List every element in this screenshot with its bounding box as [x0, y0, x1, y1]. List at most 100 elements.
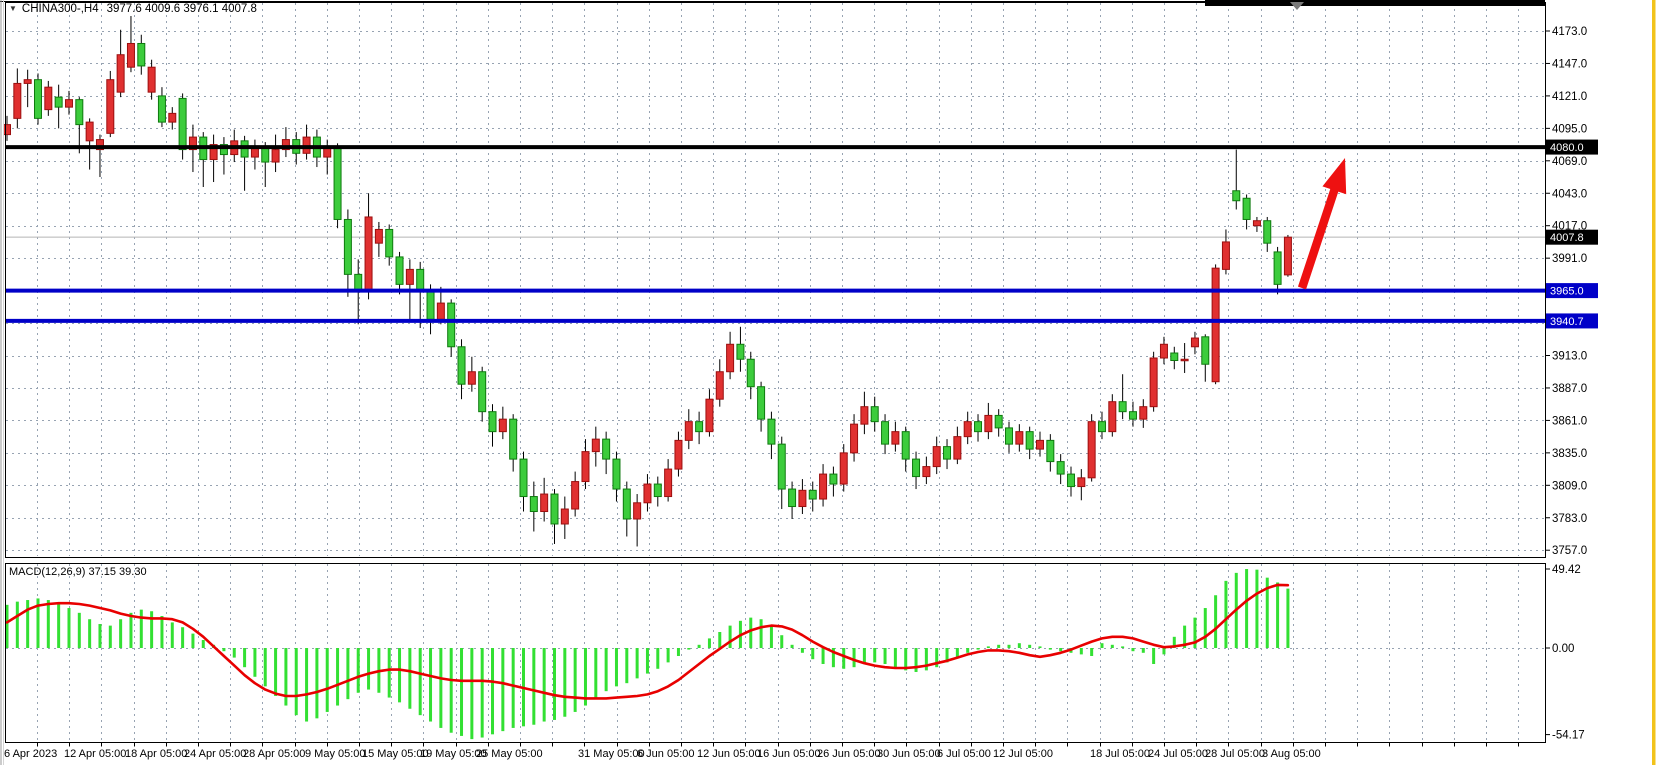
candle-down — [1170, 352, 1179, 361]
price-badge-label: 4007.8 — [1550, 232, 1584, 244]
candle-down — [1232, 190, 1241, 202]
candle-up — [819, 473, 828, 500]
macd-bar — [480, 648, 484, 738]
macd-bar — [769, 625, 773, 648]
chart-shift-marker[interactable] — [1290, 2, 1304, 10]
candle-down — [1056, 461, 1065, 475]
candle-down — [385, 228, 394, 258]
candle-up — [1139, 406, 1148, 420]
trend-arrow[interactable] — [1297, 158, 1347, 290]
time-tick-label: 9 May 05:00 — [305, 748, 366, 760]
candle-down — [974, 421, 983, 433]
time-tick-label: 12 Apr 05:00 — [64, 748, 126, 760]
candle-down — [994, 414, 1003, 429]
time-tick-label: 15 May 05:00 — [362, 748, 429, 760]
macd-bar — [883, 648, 887, 664]
symbol-period-label: CHINA300-,H4 — [21, 3, 99, 15]
macd-bar — [718, 632, 722, 648]
candle-up — [3, 124, 11, 136]
macd-bar — [46, 600, 50, 648]
price-tick-label: 4095.0 — [1552, 123, 1587, 135]
indicator-tick-label: -54.17 — [1552, 730, 1585, 742]
price-tick-label: 4121.0 — [1552, 91, 1587, 103]
macd-bar — [460, 648, 464, 736]
price-axis[interactable]: 4173.04147.04121.04095.04069.04043.04017… — [1545, 26, 1598, 557]
macd-bar — [1152, 648, 1156, 664]
macd-bar — [439, 648, 443, 728]
macd-bar — [1214, 595, 1218, 648]
macd-bar — [997, 644, 1001, 648]
time-tick-label: 30 Jun 05:00 — [877, 748, 941, 760]
macd-bar — [418, 648, 422, 716]
candle-down — [333, 146, 342, 220]
candle-up — [932, 446, 941, 468]
macd-bar — [398, 648, 402, 703]
candle-down — [1263, 220, 1272, 244]
indicator-label: MACD(12,26,9) 37.15 39.30 — [9, 566, 147, 578]
candle-down — [1273, 251, 1282, 285]
candle-down — [261, 146, 270, 163]
macd-bar — [986, 646, 990, 648]
macd-bar — [645, 648, 649, 674]
macd-bar — [697, 644, 701, 648]
macd-histogram — [5, 569, 1290, 740]
price-tick-label: 3887.0 — [1552, 383, 1587, 395]
candle-down — [943, 446, 952, 460]
candle-up — [850, 423, 859, 454]
macd-bar — [873, 648, 877, 663]
candle-down — [529, 496, 538, 513]
price-badge — [1546, 313, 1598, 329]
time-tick-label: 26 Jun 05:00 — [817, 748, 881, 760]
candle-down — [157, 95, 166, 123]
candle-down — [75, 99, 84, 126]
candle-down — [746, 358, 755, 388]
macd-bar — [1203, 608, 1207, 648]
price-tick-label: 3991.0 — [1552, 253, 1587, 265]
macd-bar — [346, 648, 350, 700]
macd-bar — [67, 608, 71, 648]
candle-down — [457, 346, 466, 385]
indicator-axis[interactable]: 49.42 0.00 -54.17 — [1545, 564, 1585, 742]
candle-down — [777, 443, 786, 490]
candlesticks — [3, 16, 1292, 547]
time-tick-label: 28 Jul 05:00 — [1205, 748, 1265, 760]
macd-bar — [1038, 646, 1042, 648]
macd-bar — [831, 648, 835, 668]
candle-up — [281, 139, 290, 151]
candle-down — [416, 268, 425, 292]
macd-bar — [315, 648, 319, 719]
candle-up — [963, 421, 972, 438]
macd-bar — [191, 633, 195, 648]
macd-bar — [1121, 646, 1125, 648]
candle-down — [757, 386, 766, 420]
macd-bar — [274, 648, 278, 696]
symbol-dropdown-icon[interactable]: ▼ — [9, 4, 17, 13]
macd-bar — [573, 648, 577, 712]
candle-up — [116, 54, 125, 93]
macd-bar — [904, 648, 908, 671]
candle-down — [354, 273, 363, 292]
price-tick-label: 4147.0 — [1552, 58, 1587, 70]
macd-bar — [232, 648, 236, 658]
candle-up — [44, 86, 53, 111]
macd-bar — [1245, 569, 1249, 648]
candle-up — [1283, 236, 1292, 276]
candle-down — [1201, 336, 1210, 365]
time-tick-label: 3 Aug 05:00 — [1262, 748, 1321, 760]
price-badge — [1546, 139, 1598, 155]
candle-up — [581, 451, 590, 483]
candle-up — [271, 149, 280, 163]
chart-title-bar: ▼ CHINA300-,H4 3977.6 4009.6 3976.1 4007.8 — [9, 3, 257, 15]
macd-bar — [160, 616, 164, 648]
price-tick-label: 3809.0 — [1552, 480, 1587, 492]
candle-down — [509, 418, 518, 460]
macd-bar — [139, 609, 143, 648]
price-tick-label: 3835.0 — [1552, 448, 1587, 460]
macd-bar — [1276, 582, 1280, 648]
candle-up — [95, 139, 104, 151]
macd-bar — [821, 648, 825, 664]
macd-bar — [1286, 588, 1290, 648]
